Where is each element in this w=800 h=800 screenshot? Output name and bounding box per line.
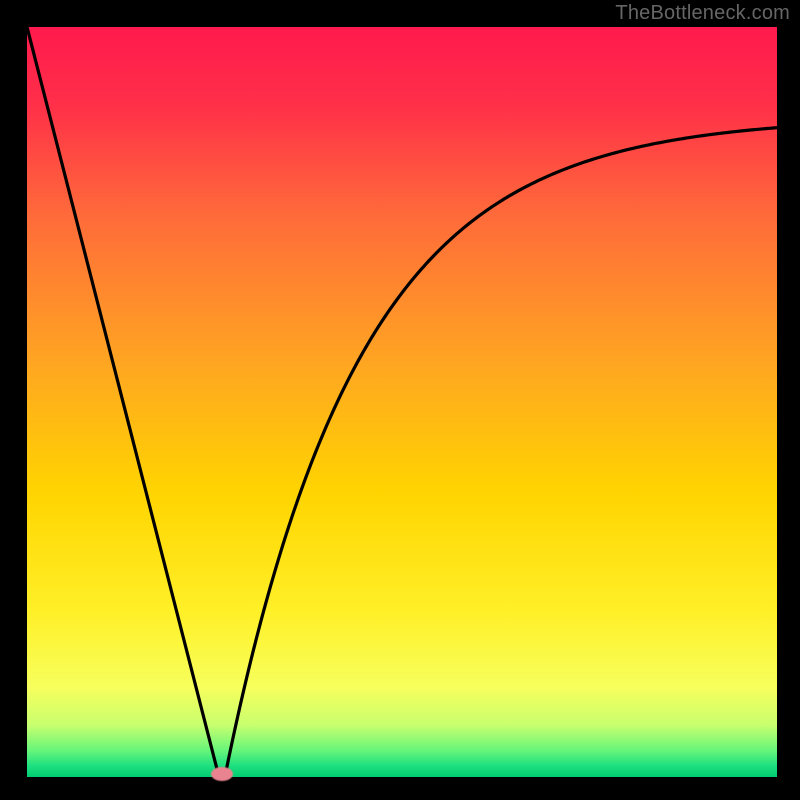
plot-area <box>27 27 777 777</box>
watermark-text: TheBottleneck.com <box>615 2 790 25</box>
bottleneck-curve <box>27 27 777 777</box>
bottleneck-marker <box>211 767 233 781</box>
